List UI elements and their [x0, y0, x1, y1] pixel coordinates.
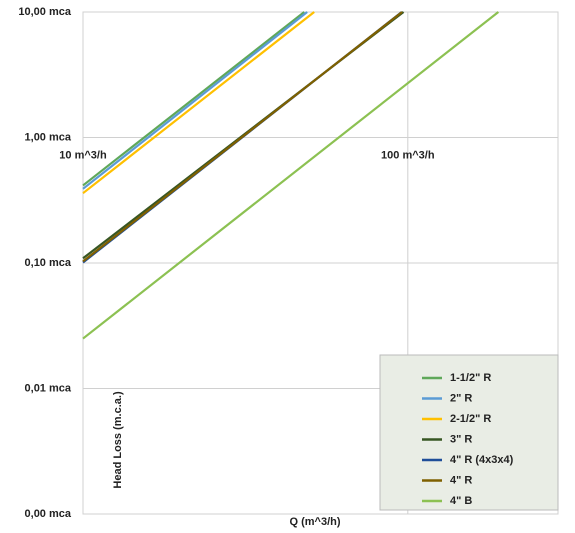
y-tick-label: 1,00 mca: [25, 131, 72, 143]
x-tick-label: 10 m^3/h: [59, 149, 107, 161]
y-tick-label: 0,01 mca: [25, 382, 72, 394]
y-axis-title: Head Loss (m.c.a.): [112, 391, 124, 489]
legend-label: 2-1/2" R: [450, 413, 491, 425]
x-axis-title: Q (m^3/h): [289, 516, 340, 528]
legend-label: 2" R: [450, 392, 472, 404]
series-line: [82, 11, 315, 195]
series-line: [82, 11, 308, 190]
legend-label: 1-1/2" R: [450, 372, 491, 384]
y-tick-label: 10,00 mca: [18, 6, 71, 18]
legend-label: 4" R (4x3x4): [450, 454, 514, 466]
legend-label: 4" B: [450, 495, 472, 507]
series-line: [82, 11, 403, 263]
x-tick-label: 100 m^3/h: [381, 149, 435, 161]
legend-label: 4" R: [450, 474, 472, 486]
y-tick-label: 0,00 mca: [25, 508, 72, 520]
legend-label: 3" R: [450, 433, 472, 445]
y-tick-label: 0,10 mca: [25, 257, 72, 269]
legend-box: [379, 354, 559, 511]
series-line: [82, 11, 500, 340]
series-line: [82, 11, 305, 187]
